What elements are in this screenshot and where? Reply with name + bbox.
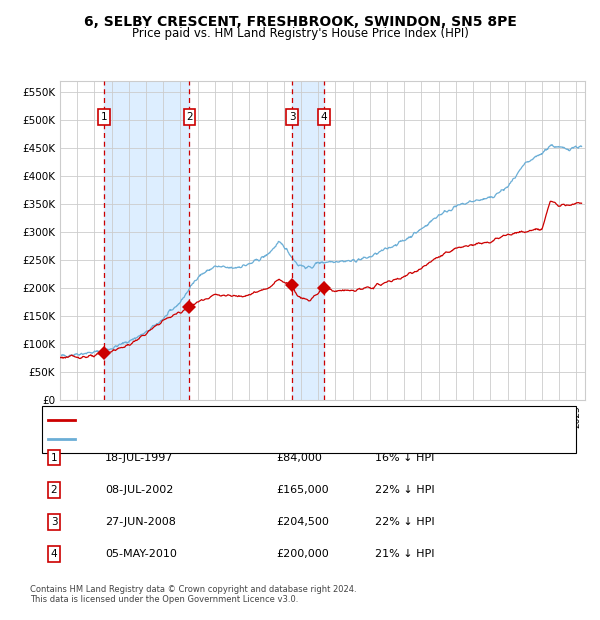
Text: HPI: Average price, detached house, Swindon: HPI: Average price, detached house, Swin…: [81, 433, 303, 444]
Text: 3: 3: [289, 112, 296, 122]
Text: 08-JUL-2002: 08-JUL-2002: [105, 485, 173, 495]
Text: 1: 1: [100, 112, 107, 122]
Text: 6, SELBY CRESCENT, FRESHBROOK, SWINDON, SN5 8PE (detached house): 6, SELBY CRESCENT, FRESHBROOK, SWINDON, …: [81, 415, 443, 425]
Text: 16% ↓ HPI: 16% ↓ HPI: [375, 453, 434, 463]
Text: £200,000: £200,000: [276, 549, 329, 559]
Text: Contains HM Land Registry data © Crown copyright and database right 2024.
This d: Contains HM Land Registry data © Crown c…: [30, 585, 356, 604]
Text: 1: 1: [50, 453, 58, 463]
Text: 2: 2: [186, 112, 193, 122]
Text: 2: 2: [50, 485, 58, 495]
Text: 6, SELBY CRESCENT, FRESHBROOK, SWINDON, SN5 8PE: 6, SELBY CRESCENT, FRESHBROOK, SWINDON, …: [83, 16, 517, 30]
Text: 22% ↓ HPI: 22% ↓ HPI: [375, 517, 434, 527]
Text: 18-JUL-1997: 18-JUL-1997: [105, 453, 173, 463]
Text: 3: 3: [50, 517, 58, 527]
Text: 27-JUN-2008: 27-JUN-2008: [105, 517, 176, 527]
Text: Price paid vs. HM Land Registry's House Price Index (HPI): Price paid vs. HM Land Registry's House …: [131, 27, 469, 40]
Bar: [292, 81, 324, 400]
Text: 05-MAY-2010: 05-MAY-2010: [105, 549, 177, 559]
Text: £165,000: £165,000: [276, 485, 329, 495]
Text: 4: 4: [50, 549, 58, 559]
Text: 4: 4: [321, 112, 328, 122]
Text: 22% ↓ HPI: 22% ↓ HPI: [375, 485, 434, 495]
Bar: [104, 81, 190, 400]
Text: £84,000: £84,000: [276, 453, 322, 463]
Text: 21% ↓ HPI: 21% ↓ HPI: [375, 549, 434, 559]
Text: £204,500: £204,500: [276, 517, 329, 527]
